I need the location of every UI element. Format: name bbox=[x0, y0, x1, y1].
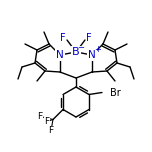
Text: N: N bbox=[56, 50, 64, 60]
Text: F: F bbox=[86, 33, 92, 43]
Text: F: F bbox=[48, 126, 54, 135]
Text: F: F bbox=[37, 112, 43, 121]
Text: Br: Br bbox=[110, 88, 121, 97]
Text: N: N bbox=[88, 50, 96, 60]
Text: F: F bbox=[60, 33, 66, 43]
Text: +: + bbox=[95, 45, 101, 55]
Text: F: F bbox=[44, 117, 50, 126]
Text: B: B bbox=[72, 47, 80, 57]
Text: −: − bbox=[78, 43, 85, 52]
